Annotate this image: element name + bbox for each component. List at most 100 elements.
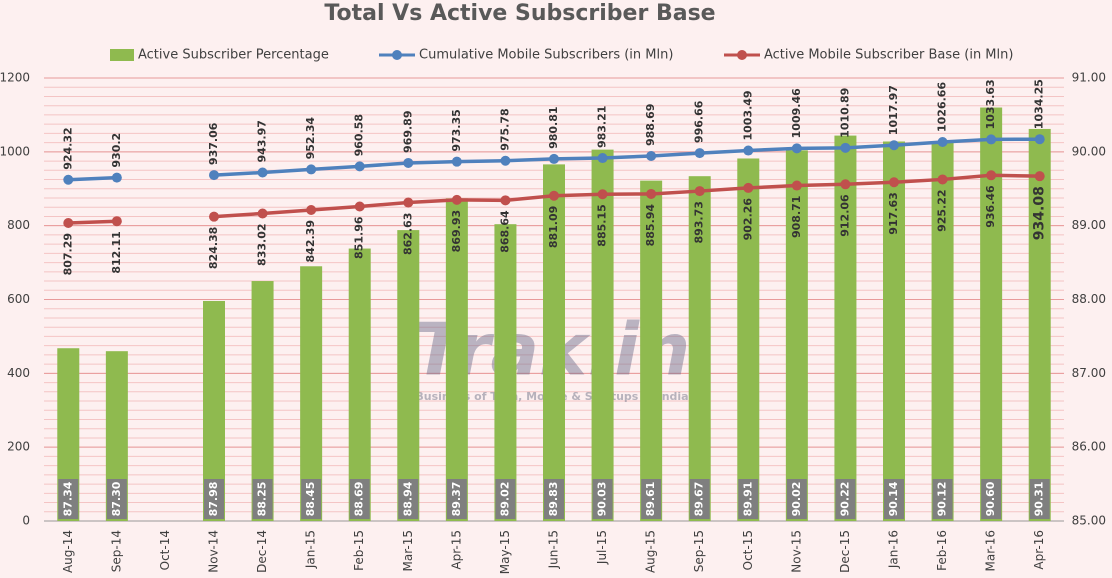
- y2-tick-label: 86.00: [1072, 440, 1106, 454]
- line: [68, 175, 117, 182]
- bar: [543, 164, 565, 521]
- x-tick-label: Aug-15: [644, 530, 658, 573]
- bar: [494, 224, 517, 521]
- bar-value-label: 87.34: [61, 481, 74, 516]
- bar-label-box: [301, 479, 322, 519]
- bar-value-label: 90.02: [790, 482, 803, 517]
- point-value-label: 924.32: [61, 127, 74, 169]
- point: [549, 153, 559, 164]
- bar-label-box: [446, 479, 467, 519]
- x-tick-label: Jul-15: [595, 530, 609, 565]
- bar-label-box: [1029, 479, 1050, 519]
- point-value-label: 936.46: [984, 185, 997, 228]
- point: [403, 157, 414, 168]
- bar: [883, 141, 905, 521]
- point: [63, 217, 74, 228]
- x-tick-label: Jan-15: [304, 530, 318, 569]
- point-value-label: 885.94: [644, 204, 657, 247]
- bar-value-label: 88.25: [256, 482, 269, 517]
- point: [646, 151, 657, 162]
- point: [889, 177, 899, 188]
- x-tick-label: May-15: [498, 530, 512, 574]
- point-value-label: 980.81: [547, 106, 560, 148]
- bar-value-label: 90.12: [936, 482, 949, 517]
- point-value-label: 1010.89: [838, 88, 851, 138]
- bar-value-label: 89.91: [741, 482, 754, 517]
- point-value-label: 1017.97: [887, 85, 900, 135]
- point: [646, 188, 657, 199]
- point-value-label: 862.63: [401, 213, 414, 255]
- x-tick-label: Feb-15: [352, 530, 366, 571]
- bar-label-box: [592, 479, 613, 519]
- y2-tick-label: 89.00: [1072, 218, 1106, 232]
- bar-value-label: 89.67: [693, 482, 706, 517]
- point-value-label: 1003.49: [741, 90, 754, 140]
- bar-value-label: 89.37: [450, 482, 463, 517]
- bar-value-label: 89.02: [498, 482, 511, 517]
- bar-value-label: 88.94: [401, 481, 414, 516]
- point: [937, 136, 948, 147]
- point-value-label: 807.29: [61, 233, 74, 275]
- bar: [737, 158, 760, 521]
- point-value-label: 912.06: [838, 194, 851, 237]
- x-tick-label: Sep-14: [109, 530, 123, 572]
- point: [986, 134, 997, 145]
- y2-tick-label: 90.00: [1072, 144, 1106, 158]
- y-tick-label: 0: [22, 514, 30, 528]
- legend-label: Cumulative Mobile Subscribers (in Mln): [419, 48, 673, 63]
- bar: [105, 351, 128, 521]
- point: [354, 161, 365, 172]
- point-value-label: 1034.25: [1033, 79, 1046, 129]
- bar: [57, 348, 80, 521]
- bar-value-label: 89.83: [547, 482, 560, 517]
- bar-label-box: [204, 479, 224, 519]
- x-tick-label: Mar-16: [984, 530, 998, 571]
- bar-value-label: 88.45: [304, 482, 317, 517]
- point-value-label: 868.64: [498, 210, 511, 253]
- point: [354, 201, 365, 212]
- point: [597, 153, 608, 164]
- point: [257, 208, 268, 219]
- point: [694, 186, 705, 197]
- point-value-label: 988.69: [644, 104, 657, 146]
- point-value-label: 925.22: [936, 189, 949, 231]
- point: [111, 216, 122, 227]
- bar: [640, 180, 663, 521]
- bar: [1028, 128, 1051, 521]
- point-value-label: 934.08: [1032, 186, 1048, 240]
- line: [213, 173, 1040, 219]
- point: [500, 155, 511, 166]
- bar: [348, 248, 371, 521]
- point-value-label: 1026.66: [936, 82, 949, 132]
- y-tick-label: 1000: [0, 144, 30, 158]
- bar: [591, 149, 614, 521]
- x-tick-label: Apr-15: [449, 530, 463, 570]
- bar-value-label: 90.03: [596, 482, 609, 517]
- bar: [300, 266, 323, 521]
- x-tick-label: Aug-14: [61, 530, 75, 573]
- point-value-label: 973.35: [450, 109, 463, 151]
- point: [791, 180, 802, 191]
- x-tick-label: Dec-14: [255, 530, 269, 573]
- bar-value-label: 88.69: [353, 482, 366, 517]
- point: [500, 195, 511, 206]
- point-value-label: 937.06: [207, 122, 220, 165]
- point-value-label: 952.34: [304, 117, 317, 160]
- x-tick-label: Mar-15: [401, 530, 415, 571]
- point: [986, 170, 997, 181]
- point-value-label: 930.2: [110, 133, 123, 168]
- point-value-label: 908.71: [790, 196, 803, 238]
- bar-label-box: [786, 479, 807, 519]
- legend-key: [110, 49, 134, 61]
- point-value-label: 851.96: [353, 216, 366, 259]
- bar-value-label: 87.30: [110, 481, 123, 516]
- x-tick-label: Sep-15: [692, 530, 706, 572]
- bar-value-label: 87.98: [207, 482, 220, 517]
- point: [1034, 171, 1045, 182]
- bar: [931, 142, 954, 521]
- y-tick-label: 400: [7, 366, 30, 380]
- point-value-label: 960.58: [353, 114, 366, 156]
- point-value-label: 833.02: [256, 223, 269, 265]
- point: [840, 142, 851, 153]
